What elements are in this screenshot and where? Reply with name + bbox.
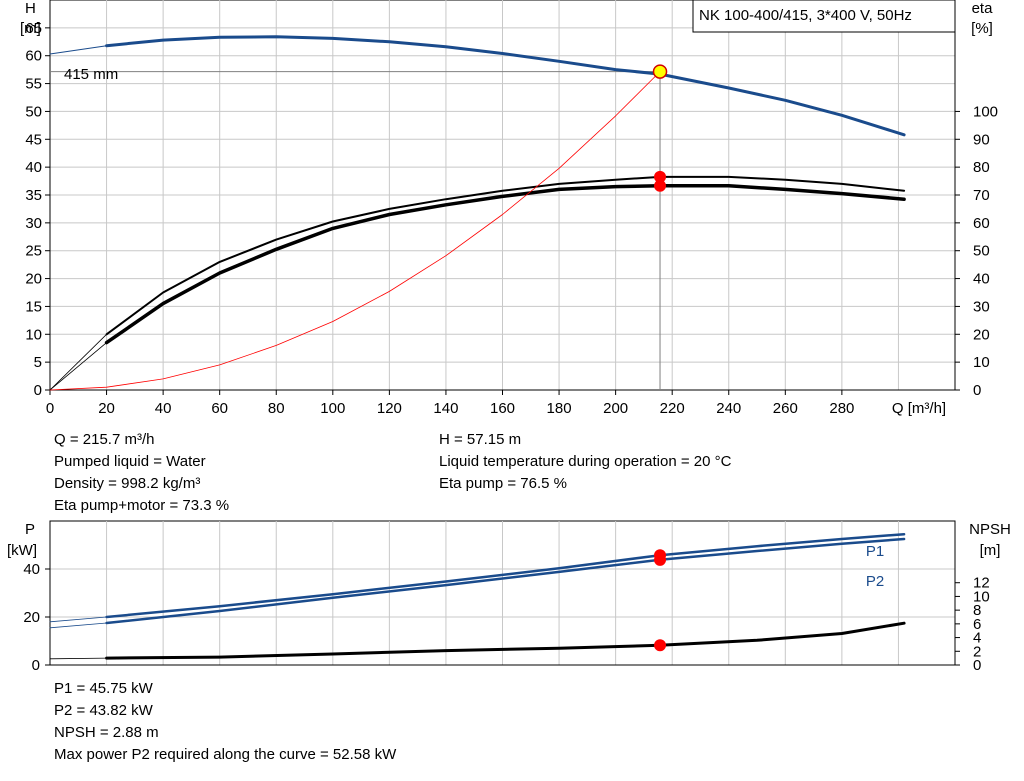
- info-line: Eta pump = 76.5 %: [439, 475, 567, 492]
- info-line: Pumped liquid = Water: [54, 453, 206, 470]
- info-line: NPSH = 2.88 m: [54, 724, 159, 741]
- info-line: P1 = 45.75 kW: [54, 680, 153, 697]
- op-point-p2: [654, 553, 667, 566]
- y-tick-label-right: 10: [973, 354, 990, 371]
- x-tick-label: 260: [773, 400, 798, 417]
- y-tick-label-right: 10: [973, 588, 990, 605]
- y-axis-label-left: H: [25, 0, 36, 17]
- info-line: Eta pump+motor = 73.3 %: [54, 497, 230, 514]
- y-tick-label-left: 20: [25, 271, 42, 288]
- info-line: Max power P2 required along the curve = …: [54, 746, 397, 763]
- curve-bottom-0: [105, 532, 906, 619]
- y-tick-label-left: 55: [25, 76, 42, 93]
- y-tick-label-right: 30: [973, 298, 990, 315]
- y-tick-label-left: 40: [25, 159, 42, 176]
- curve-top-0: [105, 35, 906, 137]
- y-tick-label-right: 90: [973, 131, 990, 148]
- x-tick-label: 200: [603, 400, 628, 417]
- y-tick-label-left: 65: [25, 20, 42, 37]
- x-tick-label: 0: [46, 400, 54, 417]
- y-tick-label-left: 0: [34, 382, 42, 399]
- y-tick-label-left: 35: [25, 187, 42, 204]
- curve-top-2: [105, 175, 906, 336]
- y-tick-label-right: 6: [973, 616, 981, 633]
- y-axis-unit-left: [m]: [20, 20, 41, 37]
- x-tick-label: 280: [829, 400, 854, 417]
- x-tick-label: 120: [377, 400, 402, 417]
- y-tick-label-left: 60: [25, 48, 42, 65]
- info-line: Q = 215.7 m³/h: [54, 431, 155, 448]
- info-left-top: Q = 215.7 m³/h Pumped liquid = Water Den…: [54, 429, 229, 517]
- chart-title: NK 100-400/415, 3*400 V, 50Hz: [699, 7, 912, 24]
- x-tick-label: 20: [98, 400, 115, 417]
- y-tick-label-right: 100: [973, 103, 998, 120]
- y-tick-label-right: 8: [973, 602, 981, 619]
- y-tick-label-right: 20: [973, 326, 990, 343]
- y-axis-unit-right: [m]: [980, 542, 1001, 559]
- x-tick-label: 240: [716, 400, 741, 417]
- info-line: H = 57.15 m: [439, 431, 522, 448]
- curve-top-4: [49, 333, 107, 391]
- y-tick-label-left: 50: [25, 103, 42, 120]
- y-axis-unit-left: [kW]: [7, 542, 37, 559]
- y-tick-label-left: 45: [25, 131, 42, 148]
- x-axis-label-bg: [893, 395, 958, 421]
- y-tick-label-right: 80: [973, 159, 990, 176]
- y-tick-label-right: 40: [973, 271, 990, 288]
- x-tick-label: 60: [211, 400, 228, 417]
- series-label-p1: P1: [866, 543, 884, 560]
- op-point-eta-pump: [654, 170, 667, 183]
- x-axis-label: Q [m³/h]: [892, 400, 946, 417]
- y-tick-label-left: 0: [32, 657, 40, 674]
- title-box: [692, 0, 956, 33]
- x-tick-label: 220: [660, 400, 685, 417]
- x-tick-label: 140: [433, 400, 458, 417]
- op-point-npsh: [654, 639, 667, 652]
- op-point-eta-pump-motor: [654, 179, 667, 192]
- y-tick-label-left: 25: [25, 243, 42, 260]
- x-tick-label: 180: [547, 400, 572, 417]
- x-tick-label: 40: [155, 400, 172, 417]
- info-line: Density = 998.2 kg/m³: [54, 475, 201, 492]
- curve-top-6: [49, 71, 661, 391]
- info-line: Liquid temperature during operation = 20…: [439, 453, 732, 470]
- y-tick-label-right: 12: [973, 575, 990, 592]
- curve-top-1: [49, 45, 108, 55]
- curve-top-3: [104, 184, 906, 345]
- info-right-top: H = 57.15 m Liquid temperature during op…: [439, 429, 731, 495]
- y-tick-label-left: 40: [23, 561, 40, 578]
- x-tick-label: 100: [320, 400, 345, 417]
- curve-bottom-4: [105, 621, 906, 660]
- y-tick-label-left: 30: [25, 215, 42, 232]
- impeller-label: 415 mm: [64, 66, 118, 83]
- y-axis-label-right: eta: [972, 0, 994, 17]
- info-bottom: P1 = 45.75 kW P2 = 43.82 kW NPSH = 2.88 …: [54, 678, 396, 766]
- curve-bottom-1: [105, 537, 906, 625]
- curve-top-5: [49, 342, 107, 391]
- y-tick-label-right: 2: [973, 643, 981, 660]
- info-line: P2 = 43.82 kW: [54, 702, 153, 719]
- y-axis-label-right: NPSH: [969, 521, 1011, 538]
- y-tick-label-right: 0: [973, 657, 981, 674]
- y-axis-label-left: P: [25, 521, 35, 538]
- y-axis-unit-right: [%]: [971, 20, 993, 37]
- op-point-head: [652, 64, 668, 79]
- y-tick-label-right: 50: [973, 243, 990, 260]
- y-tick-label-left: 10: [25, 326, 42, 343]
- curve-bottom-2: [49, 616, 107, 623]
- y-tick-label-right: 4: [973, 630, 981, 647]
- y-tick-label-left: 15: [25, 298, 42, 315]
- y-tick-label-right: 70: [973, 187, 990, 204]
- x-tick-label: 160: [490, 400, 515, 417]
- y-tick-label-right: 60: [973, 215, 990, 232]
- y-tick-label-left: 5: [34, 354, 42, 371]
- y-tick-label-right: 0: [973, 382, 981, 399]
- x-tick-label: 80: [268, 400, 285, 417]
- curve-bottom-5: [49, 657, 107, 660]
- curve-bottom-3: [49, 622, 107, 629]
- series-label-p2: P2: [866, 573, 884, 590]
- y-tick-label-left: 20: [23, 609, 40, 626]
